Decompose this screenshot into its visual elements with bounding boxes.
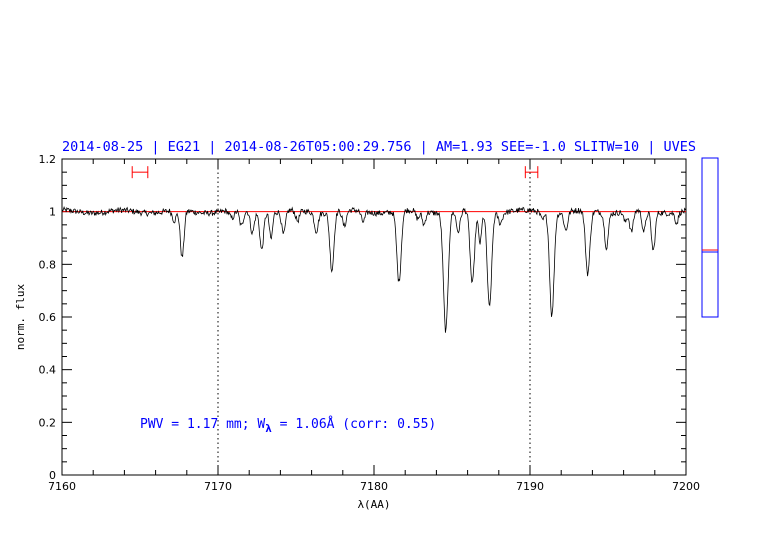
y-tick-label: 0.8 [39, 258, 57, 271]
interval-markers [131, 166, 539, 179]
annotation-subscript: λ [265, 422, 272, 435]
spectrum-line-group [61, 206, 687, 333]
y-axis-title: norm. flux [14, 284, 27, 351]
x-tick-label: 7160 [48, 480, 76, 493]
x-tick-label: 7180 [360, 480, 388, 493]
spectrum-line [61, 206, 687, 333]
x-tick-label: 7170 [204, 480, 232, 493]
chart-title: 2014-08-25 | EG21 | 2014-08-26T05:00:29.… [62, 139, 696, 155]
side-panel-marker [702, 249, 718, 253]
pwv-annotation: PWV = 1.17 mm; Wλ = 1.06Å (corr: 0.55) [140, 416, 436, 435]
annotation-suffix: = 1.06Å (corr: 0.55) [272, 416, 436, 432]
annotation-prefix: PWV = 1.17 mm; W [140, 417, 265, 432]
y-tick-label: 0.2 [39, 416, 57, 429]
y-tick-label: 1 [49, 206, 56, 219]
y-tick-label: 0.4 [39, 364, 57, 377]
x-axis-title: λ(AA) [357, 498, 390, 511]
x-tick-label: 7190 [516, 480, 544, 493]
interval-marker [131, 166, 149, 179]
x-tick-label: 7200 [672, 480, 700, 493]
y-tick-label: 0.6 [39, 311, 57, 324]
interval-marker [524, 166, 539, 179]
vertical-marker-lines [217, 159, 531, 475]
y-tick-label: 0 [49, 469, 56, 482]
side-panel-frame [701, 157, 719, 318]
y-tick-label: 1.2 [39, 153, 57, 166]
axis-ticks: 7160 7170 7180 7190 7200 0 0.2 0.4 0.6 0.8 1 1.2 [39, 153, 701, 493]
